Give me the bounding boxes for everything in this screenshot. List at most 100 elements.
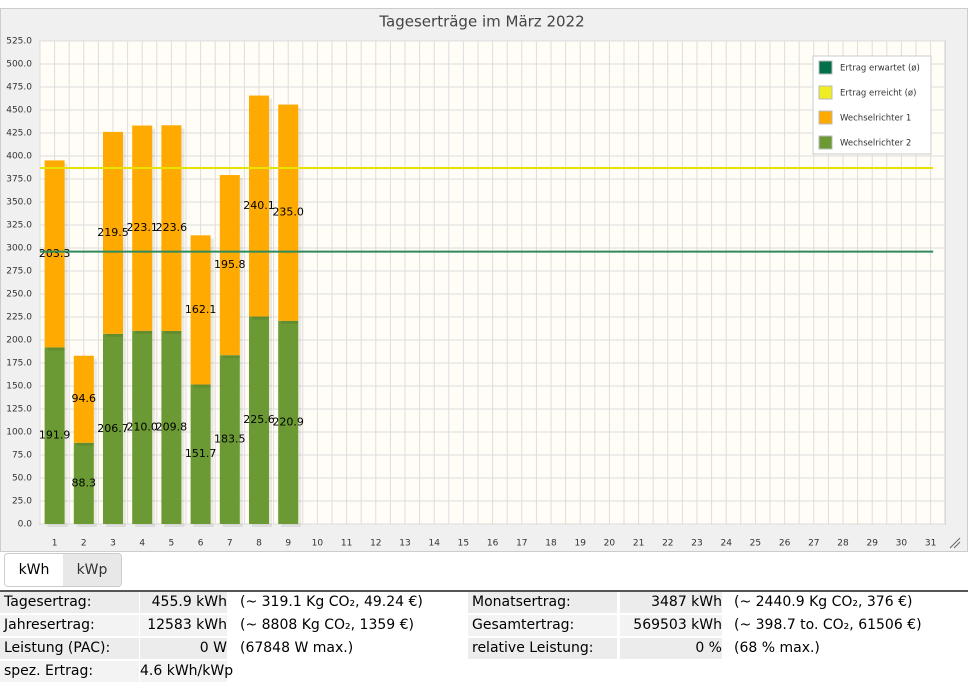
y-tick-label: 50.0 bbox=[12, 474, 32, 484]
x-tick-label: 1 bbox=[52, 539, 58, 549]
bar bbox=[103, 333, 123, 524]
bar bbox=[161, 125, 182, 331]
data-label: 240.1 bbox=[243, 199, 275, 212]
x-tick-label: 8 bbox=[256, 539, 262, 549]
stats-cell: 455.9 kWh bbox=[140, 592, 227, 613]
data-label: 94.6 bbox=[72, 392, 97, 405]
y-tick-label: 225.0 bbox=[6, 313, 32, 323]
bar bbox=[103, 131, 123, 334]
y-tick-label: 200.0 bbox=[6, 336, 32, 346]
data-label: 206.7 bbox=[97, 422, 129, 435]
y-tick-label: 425.0 bbox=[6, 129, 32, 139]
stats-cell: Tagesertrag: bbox=[0, 592, 139, 613]
stats-cell: 0 W bbox=[140, 638, 227, 659]
y-tick-label: 475.0 bbox=[6, 83, 32, 93]
y-tick-label: 125.0 bbox=[6, 405, 32, 415]
x-tick-label: 19 bbox=[574, 539, 586, 549]
data-label: 220.9 bbox=[272, 415, 304, 428]
stats-row: Leistung (PAC): 0 W (67848 W max.) relative… bbox=[0, 638, 968, 661]
y-tick-label: 250.0 bbox=[6, 290, 32, 300]
x-tick-label: 28 bbox=[837, 539, 849, 549]
legend-label: Wechselrichter 2 bbox=[840, 139, 911, 149]
bar bbox=[44, 160, 65, 348]
y-tick-label: 325.0 bbox=[6, 221, 32, 231]
x-tick-label: 20 bbox=[604, 539, 616, 549]
x-tick-label: 18 bbox=[545, 539, 557, 549]
stats-cell: Leistung (PAC): bbox=[0, 638, 139, 659]
bar bbox=[73, 442, 94, 524]
bar bbox=[161, 330, 182, 524]
x-tick-label: 4 bbox=[139, 539, 145, 549]
y-tick-label: 525.0 bbox=[6, 37, 32, 47]
y-tick-label: 375.0 bbox=[6, 175, 32, 185]
data-label: 195.8 bbox=[214, 258, 246, 271]
x-tick-label: 31 bbox=[925, 539, 936, 549]
tab[interactable]: kWp bbox=[63, 554, 121, 586]
resize-grip bbox=[949, 537, 961, 549]
x-tick-label: 5 bbox=[169, 539, 175, 549]
legend-swatch bbox=[818, 135, 833, 150]
legend-label: Ertrag erreicht (ø) bbox=[840, 89, 916, 99]
y-tick-label: 300.0 bbox=[6, 244, 32, 254]
x-tick-label: 23 bbox=[691, 539, 702, 549]
x-tick-label: 21 bbox=[633, 539, 644, 549]
stats-cell: (68 % max.) bbox=[734, 640, 820, 656]
x-tick-label: 7 bbox=[227, 539, 233, 549]
stats-table: Tagesertrag: 455.9 kWh (~ 319.1 Kg CO₂, 49… bbox=[0, 590, 968, 684]
x-tick-label: 14 bbox=[428, 539, 440, 549]
x-tick-label: 10 bbox=[312, 539, 324, 549]
bar bbox=[132, 125, 153, 331]
y-tick-label: 450.0 bbox=[6, 106, 32, 116]
data-label: 223.6 bbox=[156, 221, 188, 234]
data-label: 225.6 bbox=[243, 413, 275, 426]
stats-cell: Monatsertrag: bbox=[468, 592, 617, 613]
x-tick-label: 6 bbox=[198, 539, 204, 549]
data-label: 235.0 bbox=[272, 206, 304, 219]
x-tick-label: 24 bbox=[720, 539, 732, 549]
bar bbox=[278, 104, 299, 321]
stats-cell: Gesamtertrag: bbox=[468, 615, 617, 636]
y-tick-label: 275.0 bbox=[6, 267, 32, 277]
bar bbox=[249, 316, 269, 524]
stats-cell: (~ 319.1 Kg CO₂, 49.24 €) bbox=[240, 594, 423, 610]
y-tick-label: 500.0 bbox=[6, 60, 32, 70]
x-tick-label: 25 bbox=[750, 539, 761, 549]
legend-swatch bbox=[818, 85, 833, 100]
data-label: 209.8 bbox=[156, 420, 188, 433]
y-tick-label: 25.0 bbox=[12, 497, 32, 507]
legend-swatch bbox=[818, 110, 833, 125]
stats-cell: 4.6 kWh/kWp bbox=[140, 661, 233, 682]
stats-cell: 3487 kWh bbox=[620, 592, 722, 613]
data-label: 223.1 bbox=[126, 221, 158, 234]
stats-cell: 0 % bbox=[620, 638, 722, 659]
x-tick-label: 9 bbox=[285, 539, 291, 549]
bar bbox=[190, 384, 211, 524]
x-tick-label: 22 bbox=[662, 539, 673, 549]
stats-cell: relative Leistung: bbox=[468, 638, 617, 659]
legend bbox=[812, 55, 932, 155]
stats-cell: 569503 kWh bbox=[620, 615, 722, 636]
chart-title: Tageserträge im März 2022 bbox=[378, 13, 584, 31]
x-tick-label: 3 bbox=[110, 539, 116, 549]
bar bbox=[44, 347, 65, 524]
legend-label: Ertrag erwartet (ø) bbox=[840, 64, 920, 74]
legend-swatch bbox=[818, 60, 833, 75]
data-label: 191.9 bbox=[39, 429, 71, 442]
data-label: 88.3 bbox=[72, 476, 97, 489]
x-tick-label: 15 bbox=[458, 539, 469, 549]
bar bbox=[219, 175, 240, 356]
y-tick-label: 350.0 bbox=[6, 198, 32, 208]
stats-cell: 12583 kWh bbox=[140, 615, 227, 636]
x-tick-label: 16 bbox=[487, 539, 499, 549]
bar bbox=[278, 320, 299, 524]
y-tick-label: 100.0 bbox=[6, 428, 32, 438]
x-tick-label: 30 bbox=[896, 539, 908, 549]
x-tick-label: 12 bbox=[370, 539, 381, 549]
bar bbox=[132, 330, 153, 524]
y-tick-label: 150.0 bbox=[6, 382, 32, 392]
data-label: 210.0 bbox=[126, 420, 158, 433]
data-label: 162.1 bbox=[185, 303, 217, 316]
tab[interactable]: kWh bbox=[5, 554, 63, 586]
data-label: 151.7 bbox=[185, 447, 217, 460]
